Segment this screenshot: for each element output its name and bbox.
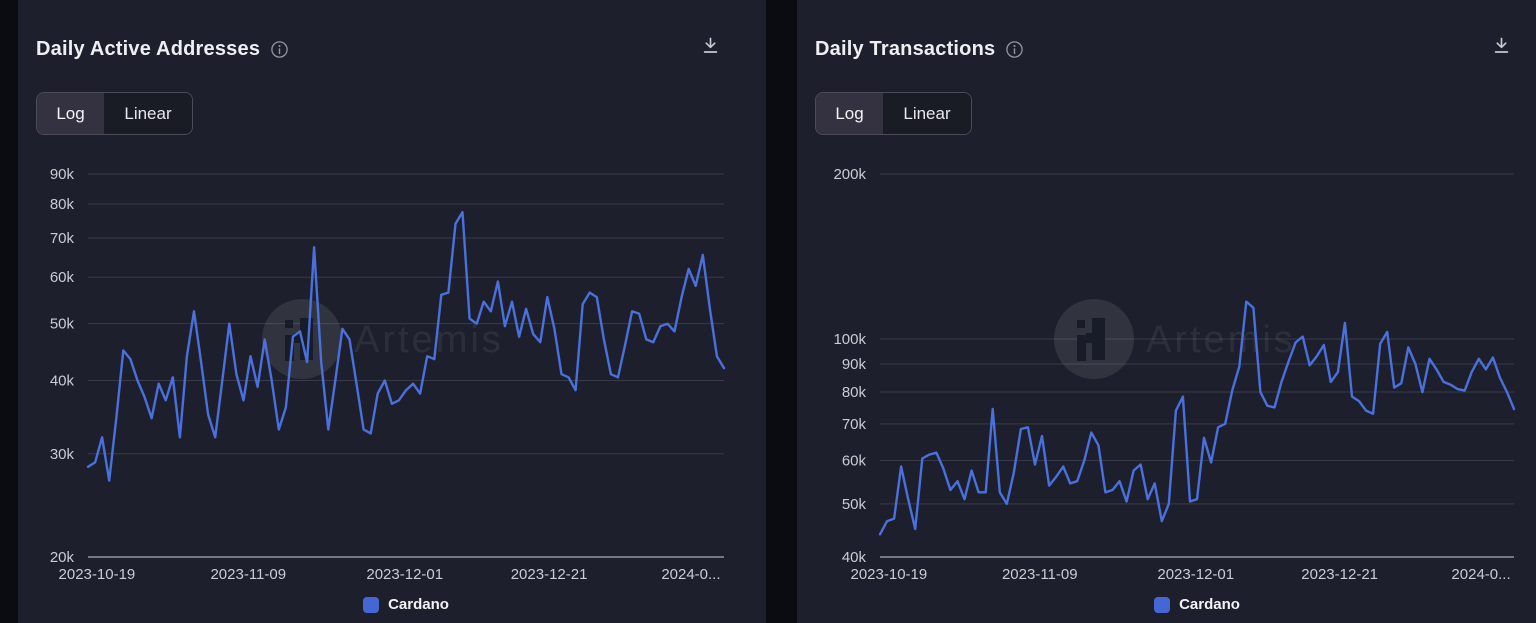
artemis-logo-glyph	[285, 335, 294, 361]
series-line-cardano	[878, 300, 1516, 536]
panel-header: Daily Transactions	[815, 34, 1536, 64]
artemis-logo-glyph	[1086, 333, 1092, 343]
y-axis-tick-label: 80k	[50, 196, 75, 213]
x-axis-tick-label: 2023-12-01	[366, 566, 443, 583]
y-axis-tick-label: 100k	[833, 331, 866, 348]
legend-color-swatch	[363, 596, 380, 613]
legend-color-swatch	[1154, 596, 1171, 613]
y-axis-tick-label: 90k	[842, 356, 867, 373]
legend-label: Cardano	[388, 596, 449, 613]
download-icon[interactable]	[700, 36, 720, 56]
y-axis-tick-label: 70k	[50, 230, 75, 247]
y-axis-tick-label: 40k	[842, 549, 867, 566]
series-line-cardano	[86, 210, 726, 482]
artemis-logo-glyph	[1092, 318, 1105, 360]
y-axis-tick-label: 30k	[50, 446, 75, 463]
artemis-logo-glyph	[1077, 320, 1085, 328]
info-icon[interactable]	[270, 40, 289, 59]
info-icon[interactable]	[1005, 40, 1024, 59]
toggle-linear-button[interactable]: Linear	[104, 93, 192, 134]
x-axis-tick-label: 2024-0...	[661, 566, 720, 583]
legend[interactable]: Cardano	[88, 596, 724, 613]
panel-header: Daily Active Addresses	[36, 34, 766, 64]
scale-toggle: Log Linear	[815, 92, 972, 135]
x-axis-tick-label: 2023-10-19	[851, 566, 928, 583]
y-axis-tick-label: 90k	[50, 166, 75, 183]
x-axis-tick-label: 2023-10-19	[59, 566, 136, 583]
scale-toggle: Log Linear	[36, 92, 193, 135]
y-axis-tick-label: 60k	[50, 269, 75, 286]
y-axis-tick-label: 60k	[842, 453, 867, 470]
x-axis-tick-label: 2024-0...	[1451, 566, 1510, 583]
y-axis-tick-label: 200k	[833, 166, 866, 183]
download-icon[interactable]	[1491, 36, 1511, 56]
x-axis-tick-label: 2023-12-21	[1301, 566, 1378, 583]
chart-canvas[interactable]: 200k 100k 90k 80k 70k 60k 50k 40k Artemis 2023-10…	[797, 150, 1536, 590]
y-axis-tick-label: 20k	[50, 549, 75, 566]
legend[interactable]: Cardano	[880, 596, 1514, 613]
x-axis-tick-label: 2023-12-01	[1157, 566, 1234, 583]
artemis-logo-glyph	[1077, 335, 1086, 361]
toggle-log-button[interactable]: Log	[37, 93, 104, 134]
y-axis-tick-label: 50k	[842, 496, 867, 513]
chart-title: Daily Active Addresses	[36, 37, 261, 60]
watermark-text: Artemis	[1146, 319, 1296, 361]
daily-active-addresses-panel: Daily Active Addresses Log Linear 90k 80k…	[18, 0, 766, 623]
y-axis-tick-label: 70k	[842, 416, 867, 433]
artemis-logo-glyph	[294, 333, 300, 343]
chart-title: Daily Transactions	[815, 37, 996, 60]
toggle-linear-button[interactable]: Linear	[883, 93, 971, 134]
y-axis-tick-label: 80k	[842, 384, 867, 401]
daily-transactions-panel: Daily Transactions Log Linear 200k 100k 90…	[797, 0, 1536, 623]
x-axis-tick-label: 2023-11-09	[210, 566, 286, 583]
y-axis-tick-label: 40k	[50, 372, 75, 389]
y-axis-tick-label: 50k	[50, 316, 75, 333]
watermark-text: Artemis	[354, 319, 504, 361]
chart-canvas[interactable]: 90k 80k 70k 60k 50k 40k 30k 20k Artemis 2023-10-1…	[18, 150, 766, 590]
legend-label: Cardano	[1179, 596, 1240, 613]
x-axis-tick-label: 2023-12-21	[511, 566, 588, 583]
artemis-logo-glyph	[285, 320, 293, 328]
x-axis-tick-label: 2023-11-09	[1002, 566, 1078, 583]
toggle-log-button[interactable]: Log	[816, 93, 883, 134]
